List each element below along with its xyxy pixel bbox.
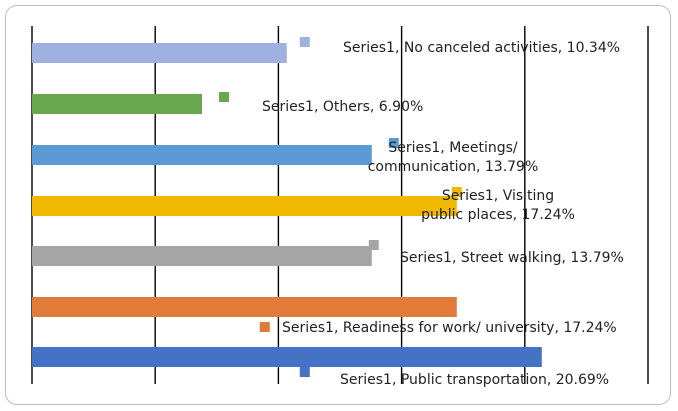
bar-1 [32,43,287,63]
label-marker-5 [368,240,379,250]
bar-7 [32,347,542,367]
label-markers [219,37,462,377]
data-label-7: Series1, Public transportation, 20.69% [340,372,609,388]
bar-2 [32,94,203,114]
data-label-3-line-1: Series1, Meetings/ [388,140,518,156]
label-marker-3 [388,138,399,148]
data-label-5: Series1, Street walking, 13.79% [400,250,624,266]
data-label-4-line-2: public places, 17.24% [421,207,575,223]
data-labels: Series1, No canceled activities, 10.34% S… [262,40,624,388]
bar-5 [32,246,372,266]
bars [32,43,542,367]
label-marker-7 [299,367,310,377]
label-marker-4 [451,187,462,197]
data-label-6: Series1, Readiness for work/ university,… [282,320,617,336]
bar-3 [32,145,372,165]
gridlines [31,26,649,384]
bar-4 [32,196,457,216]
data-label-4-line-1: Series1, Visiting [442,188,554,204]
data-label-3-line-2: communication, 13.79% [368,159,539,175]
bar-6 [32,297,457,317]
data-label-1: Series1, No canceled activities, 10.34% [343,40,620,56]
label-marker-2 [219,92,230,102]
label-marker-6 [259,322,270,332]
label-marker-1 [299,37,310,47]
data-label-2: Series1, Others, 6.90% [262,99,423,115]
